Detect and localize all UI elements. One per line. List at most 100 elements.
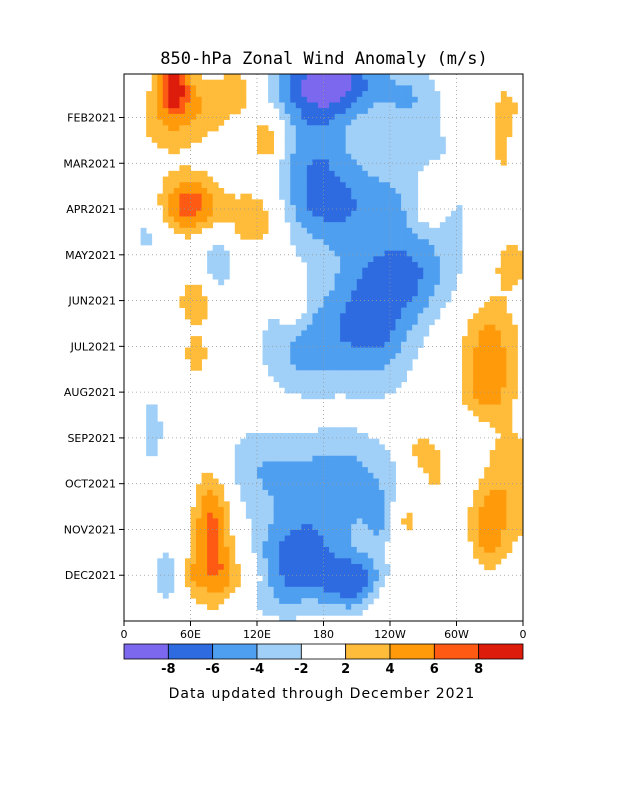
anomaly-cell bbox=[340, 199, 347, 206]
anomaly-cell bbox=[284, 187, 291, 195]
anomaly-cell bbox=[351, 586, 358, 593]
anomaly-cell bbox=[323, 518, 330, 525]
anomaly-cell bbox=[373, 170, 380, 177]
anomaly-cell bbox=[384, 535, 391, 542]
anomaly-cell bbox=[367, 148, 374, 155]
anomaly-cell bbox=[312, 353, 319, 360]
anomaly-cell bbox=[317, 427, 324, 434]
anomaly-cell bbox=[428, 153, 435, 160]
anomaly-cell bbox=[362, 262, 369, 269]
anomaly-cell bbox=[268, 79, 275, 86]
anomaly-cell bbox=[506, 398, 513, 405]
anomaly-cell bbox=[506, 108, 513, 115]
anomaly-cell bbox=[406, 170, 413, 177]
anomaly-cell bbox=[401, 79, 408, 86]
anomaly-cell bbox=[284, 193, 291, 200]
anomaly-cell bbox=[412, 79, 419, 86]
anomaly-cell bbox=[506, 421, 513, 428]
anomaly-cell bbox=[506, 353, 513, 360]
anomaly-cell bbox=[306, 85, 313, 92]
anomaly-cell bbox=[456, 267, 463, 274]
anomaly-cell bbox=[351, 478, 358, 485]
anomaly-cell bbox=[506, 501, 513, 508]
anomaly-cell bbox=[173, 113, 180, 120]
anomaly-cell bbox=[401, 324, 408, 331]
anomaly-cell bbox=[406, 524, 413, 531]
anomaly-cell bbox=[317, 603, 324, 611]
anomaly-cell bbox=[312, 358, 319, 365]
anomaly-cell bbox=[484, 529, 491, 536]
anomaly-cell bbox=[473, 404, 480, 411]
anomaly-cell bbox=[462, 393, 468, 400]
anomaly-cell bbox=[262, 136, 269, 143]
anomaly-cell bbox=[367, 450, 374, 457]
anomaly-cell bbox=[334, 313, 341, 320]
anomaly-cell bbox=[157, 432, 164, 440]
anomaly-cell bbox=[173, 79, 180, 86]
anomaly-cell bbox=[257, 484, 263, 491]
anomaly-cell bbox=[378, 444, 385, 451]
anomaly-cell bbox=[329, 273, 335, 280]
anomaly-cell bbox=[284, 546, 291, 554]
anomaly-cell bbox=[279, 187, 286, 195]
y-tick-label: NOV2021 bbox=[64, 523, 116, 536]
anomaly-cell bbox=[196, 113, 202, 120]
anomaly-cell bbox=[251, 455, 258, 462]
anomaly-cell bbox=[473, 330, 480, 337]
anomaly-cell bbox=[279, 96, 286, 103]
anomaly-cell bbox=[262, 450, 269, 457]
anomaly-cell bbox=[417, 233, 424, 240]
anomaly-cell bbox=[317, 472, 324, 479]
anomaly-cell bbox=[290, 85, 297, 92]
anomaly-cell bbox=[439, 273, 446, 280]
anomaly-cell bbox=[334, 558, 341, 565]
anomaly-cell bbox=[473, 535, 480, 542]
anomaly-cell bbox=[434, 130, 441, 138]
anomaly-cell bbox=[306, 324, 313, 331]
anomaly-cell bbox=[378, 489, 385, 497]
anomaly-cell bbox=[511, 484, 518, 491]
anomaly-cell bbox=[190, 108, 197, 115]
anomaly-cell bbox=[378, 148, 385, 155]
anomaly-cell bbox=[340, 575, 347, 582]
anomaly-cell bbox=[284, 130, 291, 138]
anomaly-cell bbox=[506, 364, 513, 371]
anomaly-cell bbox=[373, 119, 380, 126]
anomaly-cell bbox=[378, 393, 385, 400]
anomaly-cell bbox=[384, 336, 391, 343]
anomaly-cell bbox=[345, 564, 352, 571]
anomaly-cell bbox=[257, 142, 263, 149]
anomaly-cell bbox=[384, 501, 391, 508]
anomaly-cell bbox=[218, 592, 225, 599]
anomaly-cell bbox=[218, 575, 225, 582]
anomaly-cell bbox=[417, 102, 424, 109]
anomaly-cell bbox=[329, 552, 335, 559]
anomaly-cell bbox=[323, 102, 330, 109]
anomaly-cell bbox=[329, 564, 335, 571]
anomaly-cell bbox=[406, 159, 413, 166]
anomaly-cell bbox=[412, 102, 419, 109]
anomaly-cell bbox=[190, 529, 197, 536]
anomaly-cell bbox=[323, 381, 330, 388]
anomaly-cell bbox=[301, 330, 308, 337]
anomaly-cell bbox=[334, 575, 341, 582]
anomaly-cell bbox=[495, 415, 502, 422]
anomaly-cell bbox=[362, 518, 369, 525]
anomaly-cell bbox=[218, 586, 225, 593]
anomaly-cell bbox=[229, 558, 236, 565]
anomaly-cell bbox=[345, 165, 352, 172]
anomaly-cell bbox=[500, 410, 507, 417]
anomaly-cell bbox=[323, 336, 330, 343]
anomaly-cell bbox=[417, 319, 424, 326]
anomaly-cell bbox=[340, 79, 347, 86]
anomaly-cell bbox=[279, 370, 286, 377]
anomaly-cell bbox=[362, 512, 369, 519]
anomaly-cell bbox=[506, 119, 513, 126]
anomaly-cell bbox=[190, 170, 197, 177]
anomaly-cell bbox=[207, 472, 214, 479]
anomaly-cell bbox=[345, 290, 352, 297]
anomaly-cell bbox=[495, 301, 502, 309]
anomaly-cell bbox=[473, 341, 480, 348]
anomaly-cell bbox=[295, 210, 302, 217]
anomaly-cell bbox=[207, 199, 214, 206]
